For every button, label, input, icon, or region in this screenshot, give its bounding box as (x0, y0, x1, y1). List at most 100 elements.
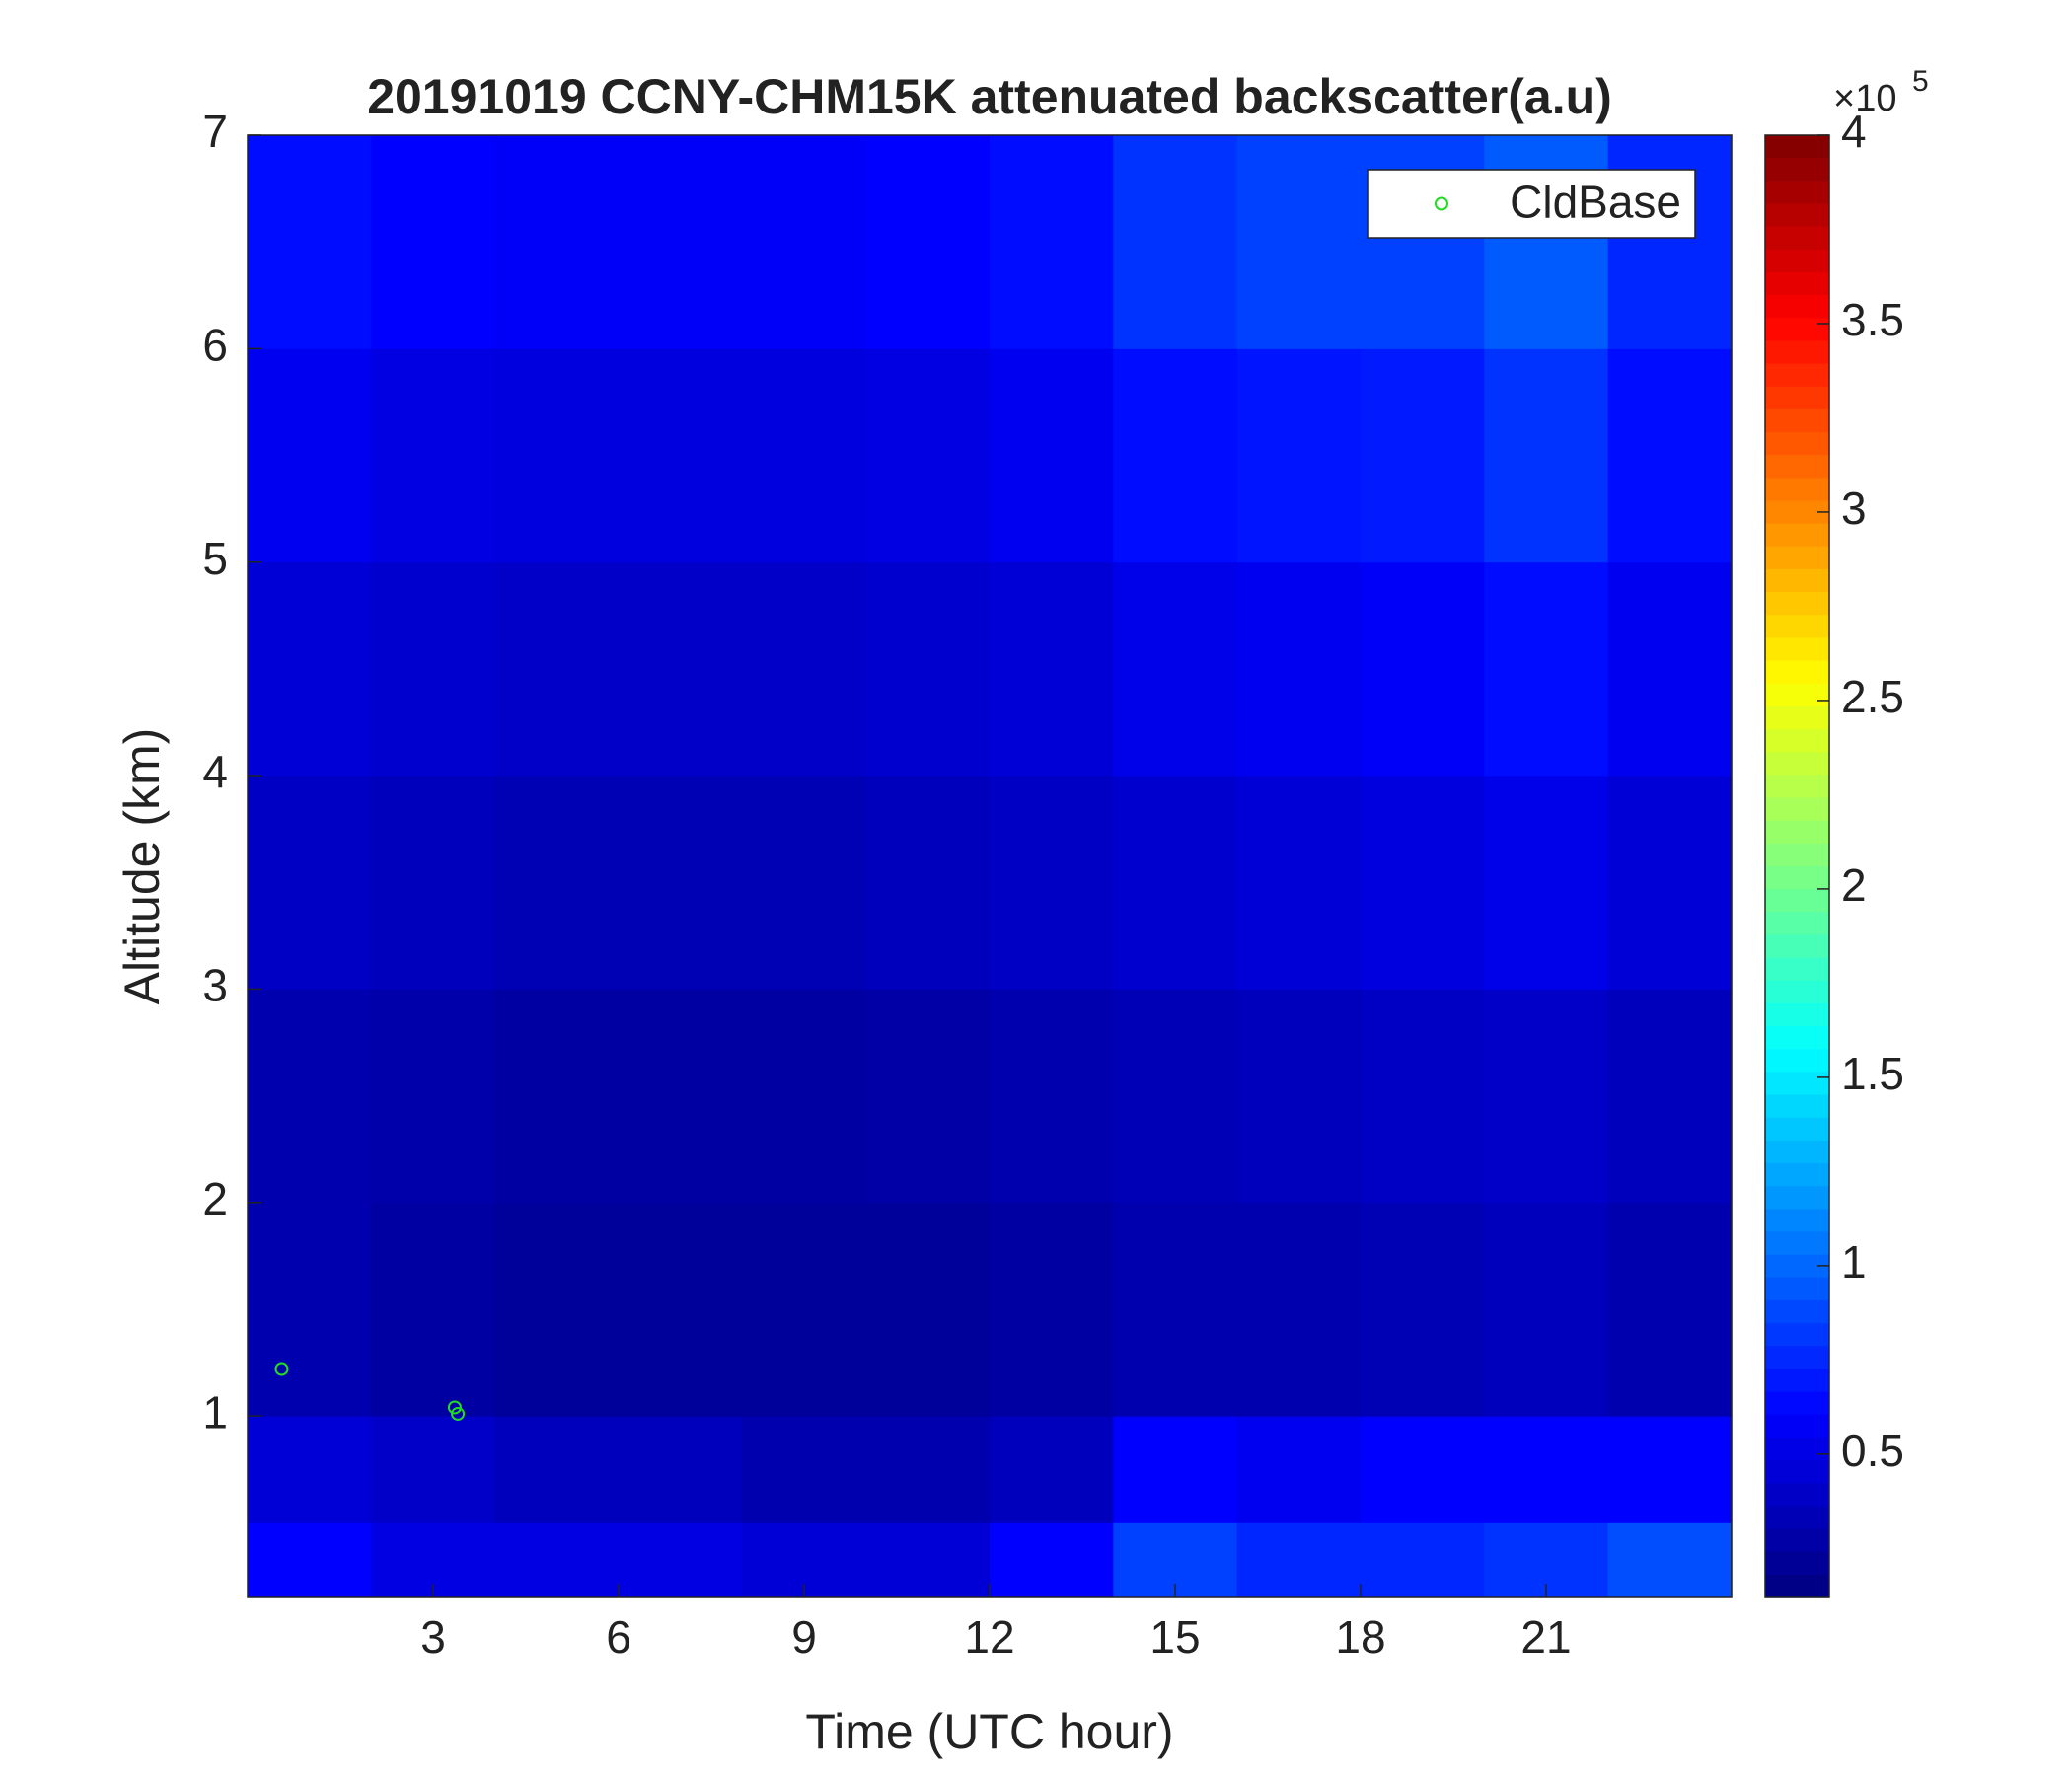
colorbar-step (1765, 1254, 1829, 1279)
y-tick-label: 4 (202, 746, 228, 797)
heatmap-cell (248, 776, 372, 990)
colorbar-step (1765, 271, 1829, 296)
heatmap-cell (1113, 561, 1238, 777)
colorbar-step (1765, 775, 1829, 799)
chart-title: 20191019 CCNY-CHM15K attenuated backscat… (367, 69, 1612, 124)
heatmap-cell (742, 989, 867, 1204)
heatmap-cell (1113, 1416, 1238, 1523)
colorbar-tick-label: 1 (1841, 1236, 1867, 1288)
heatmap-cell (371, 776, 496, 990)
heatmap-cell (742, 135, 867, 349)
heatmap-cell (990, 989, 1114, 1204)
x-tick-label: 6 (606, 1611, 631, 1663)
x-tick-label: 3 (420, 1611, 446, 1663)
colorbar-step (1765, 1002, 1829, 1027)
heatmap-cell (1607, 1522, 1733, 1598)
heatmap-cell (494, 135, 620, 349)
colorbar-step (1765, 637, 1829, 662)
colorbar-step (1765, 1094, 1829, 1119)
heatmap-cell (1607, 1416, 1733, 1523)
heatmap-cell (1484, 1202, 1609, 1417)
colorbar-step (1765, 500, 1829, 525)
heatmap-cell (371, 135, 496, 349)
colorbar-step (1765, 135, 1829, 159)
colorbar-step (1765, 843, 1829, 867)
heatmap-cell (742, 348, 867, 563)
heatmap-cell (1236, 1202, 1362, 1417)
heatmap-cell (1236, 776, 1362, 990)
x-tick-label: 21 (1520, 1611, 1571, 1663)
colorbar-step (1765, 615, 1829, 639)
colorbar-step (1765, 1140, 1829, 1164)
colorbar-step (1765, 1528, 1829, 1553)
colorbar-tick-label: 4 (1841, 106, 1867, 157)
heatmap-cell (1484, 776, 1609, 990)
heatmap-cell (494, 1202, 620, 1417)
legend-box (1367, 169, 1696, 239)
colorbar-exponent: 5 (1912, 65, 1929, 98)
heatmap-cell (248, 989, 372, 1204)
heatmap-cell (619, 561, 743, 777)
colorbar-step (1765, 1277, 1829, 1301)
colorbar-step (1765, 158, 1829, 182)
colorbar-step (1765, 1299, 1829, 1324)
colorbar-step (1765, 181, 1829, 205)
colorbar-step (1765, 1117, 1829, 1142)
heatmap-cell (742, 776, 867, 990)
heatmap-cell (990, 1416, 1114, 1523)
heatmap-cell (990, 1202, 1114, 1417)
colorbar-step (1765, 866, 1829, 890)
heatmap-cell (494, 348, 620, 563)
colorbar-step (1765, 957, 1829, 982)
heatmap-cell (371, 989, 496, 1204)
y-tick-label: 3 (202, 960, 228, 1011)
heatmap-cell (1607, 135, 1733, 349)
heatmap-cell (248, 135, 372, 349)
colorbar-step (1765, 340, 1829, 365)
heatmap-cell (494, 1416, 620, 1523)
colorbar-step (1765, 1391, 1829, 1416)
colorbar-step (1765, 523, 1829, 548)
colorbar-step (1765, 683, 1829, 707)
heatmap-cell (1361, 1416, 1485, 1523)
heatmap-cell (1236, 1416, 1362, 1523)
colorbar-step (1765, 660, 1829, 685)
heatmap-cell (1361, 776, 1485, 990)
colorbar-step (1765, 203, 1829, 228)
heatmap-cell (248, 1416, 372, 1523)
x-axis-label: Time (UTC hour) (805, 1704, 1173, 1759)
colorbar-step (1765, 318, 1829, 342)
colorbar-step (1765, 820, 1829, 845)
heatmap-cell (619, 1202, 743, 1417)
heatmap-cell (619, 135, 743, 349)
colorbar-step (1765, 1072, 1829, 1096)
heatmap-cell (742, 1202, 867, 1417)
heatmap-cell (248, 1202, 372, 1417)
x-tick-label: 18 (1335, 1611, 1385, 1663)
colorbar-step (1765, 1574, 1829, 1598)
heatmap-cell (990, 348, 1114, 563)
colorbar-step (1765, 1437, 1829, 1461)
legend: CldBase (1367, 169, 1696, 239)
heatmap-cell (990, 135, 1114, 349)
heatmap-cell (494, 989, 620, 1204)
heatmap-cell (1361, 989, 1485, 1204)
colorbar-frame (1764, 134, 1830, 1598)
legend-marker (1435, 196, 1448, 211)
colorbar-step (1765, 980, 1829, 1004)
colorbar-tick-label: 0.5 (1841, 1425, 1904, 1476)
colorbar-multiplier: ×10 (1833, 78, 1896, 119)
heatmap-cell (990, 561, 1114, 777)
heatmap-cell (1113, 348, 1238, 563)
heatmap-cell (865, 1522, 991, 1598)
colorbar-step (1765, 1551, 1829, 1576)
y-tick-label: 7 (202, 106, 228, 157)
heatmap-cell (990, 1522, 1114, 1598)
heatmap-cell (1484, 135, 1609, 349)
colorbar-step (1765, 295, 1829, 319)
heatmap-cell (494, 776, 620, 990)
heatmap-cell (1607, 348, 1733, 563)
y-tick-label: 5 (202, 533, 228, 584)
heatmap-cell (248, 1522, 372, 1598)
